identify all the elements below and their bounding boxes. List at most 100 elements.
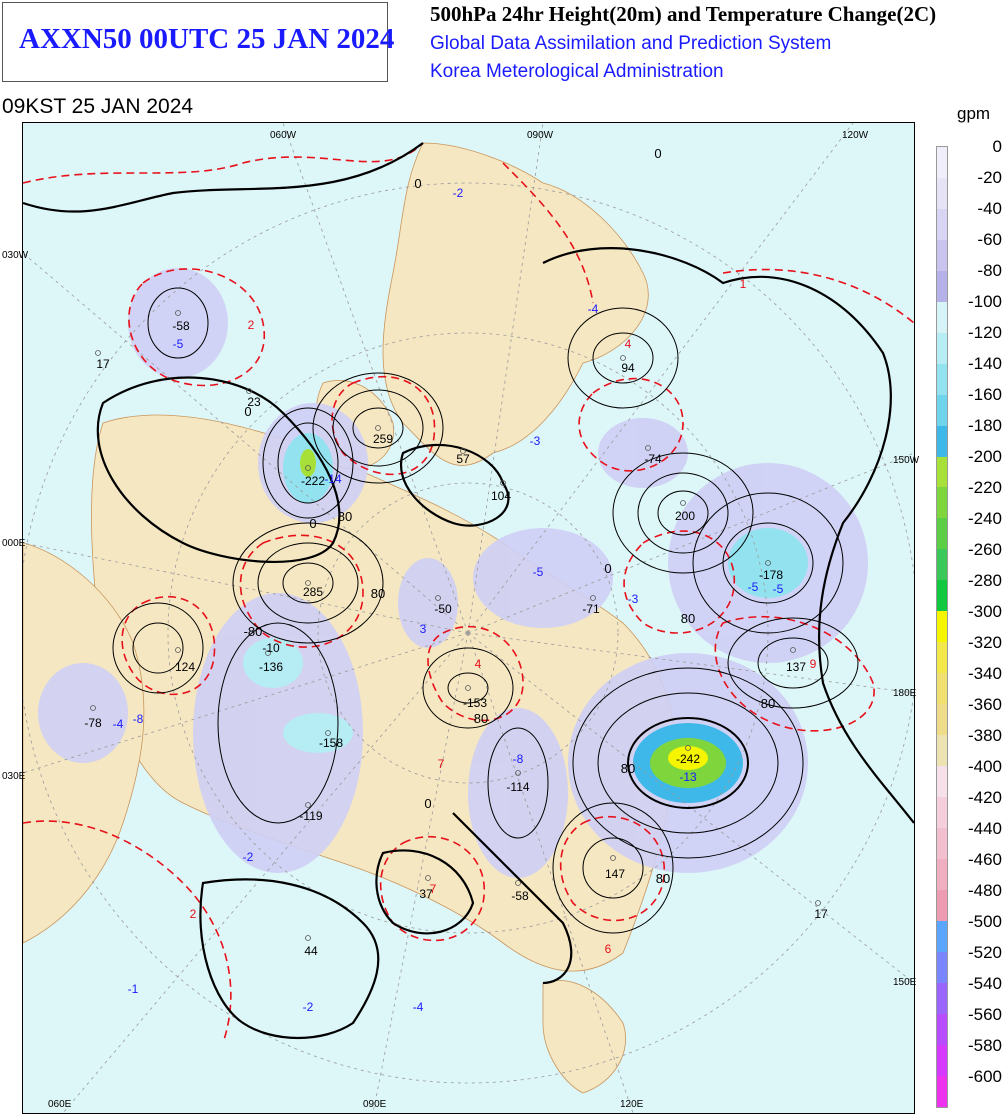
temp-contour-12 [23,820,232,1044]
color-bar-segment [937,363,947,395]
meridian-11 [372,632,469,1113]
height-change-label-1: -58 [172,319,190,333]
fall-area-8 [598,418,688,488]
color-bar-tick-label: -20 [977,168,1002,187]
temp-change-label-27: -5 [773,582,784,596]
height-rise-ring-11 [422,647,514,729]
lon-label-180e: 180E [893,688,917,699]
temp-contour-6 [427,625,524,722]
fall-area-1 [128,268,228,378]
color-bar-tick-label: -440 [967,819,1002,838]
color-bar-segment [937,549,947,581]
height-rise-ring-1 [352,407,404,449]
lon-label-030e: 030E [2,771,26,782]
extrema-marker-3 [246,388,252,394]
height-rise-ring-8 [637,472,729,554]
color-bar-segment [937,766,947,798]
extrema-marker-22 [685,745,691,751]
extrema-marker-9 [645,445,651,451]
color-bar-tick-label: -460 [967,850,1002,869]
height-change-label-9: -74 [644,452,662,466]
contour-value-label-12: 80 [621,761,635,776]
color-bar-tick-label: -380 [967,726,1002,745]
temp-change-label-19: -1 [128,982,139,996]
height-fall-ring-10 [217,622,339,824]
extrema-markers [90,310,821,941]
temp-contour-7 [578,377,684,472]
lon-label-060e: 060E [48,1099,72,1110]
extrema-marker-6 [460,448,466,454]
color-bar-tick-label: -220 [967,478,1002,497]
height-zero-line-7 [452,812,573,985]
height-zero-line-4 [542,247,914,824]
extrema-marker-7 [500,480,506,486]
height-change-label-26: -58 [511,889,529,903]
temp-change-label-18: 2 [190,907,197,921]
color-bar [936,146,948,1108]
height-change-label-28: 17 [814,907,828,921]
temp-change-label-12: -5 [533,565,544,579]
height-fall-ring-8 [147,287,209,359]
height-rise-ring-19 [112,602,204,694]
color-bar-segment [937,1075,947,1107]
extrema-marker-23 [790,647,796,653]
color-bar-segment [937,735,947,767]
meridian-7 [467,632,914,694]
lon-label-000e: 000E [2,538,26,549]
height-change-label-12: 285 [303,585,323,599]
height-rise-ring-10 [447,672,489,704]
contour-value-label-3: 0 [244,404,251,419]
color-bar-tick-label: -260 [967,540,1002,559]
height-change-label-6: 57 [456,452,470,466]
height-change-label-14: -71 [582,602,600,616]
land-southeast-asia [542,980,626,1094]
organization-system: Global Data Assimilation and Prediction … [430,33,832,54]
fall-area-3 [193,593,363,873]
color-bar-segment [937,394,947,426]
temp-change-label-8: -14 [324,472,342,486]
height-change-label-23: 137 [786,660,806,674]
color-bar-segment [937,177,947,209]
color-bar-tick-label: -480 [967,881,1002,900]
color-bar-tick-label: -580 [967,1036,1002,1055]
extrema-marker-10 [680,500,686,506]
height-change-label-3: 23 [247,395,261,409]
extrema-marker-25 [425,875,431,881]
color-bar-segment [937,239,947,271]
height-change-label-7: 104 [491,489,511,503]
meridian-6 [23,542,469,634]
height-change-label-24: 147 [605,867,625,881]
color-bar-segment [937,704,947,736]
height-fall-ring-3 [572,667,804,859]
meridian-8 [23,632,469,774]
lon-label-150w: 150W [893,455,920,466]
temp-contour-10 [379,835,486,942]
extrema-marker-19 [305,802,311,808]
height-rise-ring-12 [582,837,644,899]
height-change-label-22: -242 [676,752,700,766]
color-bar-tick-label: -40 [977,199,1002,218]
color-bar-segment [937,673,947,705]
color-bar-tick-label: -300 [967,602,1002,621]
color-bar-segment [937,827,947,859]
contour-value-label-6: 0 [424,796,431,811]
temp-change-label-2: -5 [173,337,184,351]
height-rise-ring-14 [757,637,829,689]
color-bar-tick-label: -60 [977,230,1002,249]
height-change-contours [23,142,914,1040]
extrema-marker-24 [610,855,616,861]
extrema-marker-5 [305,465,311,471]
color-bar-segment [937,920,947,952]
color-bar-segment [937,301,947,333]
height-change-label-16: -136 [259,660,283,674]
height-fall-ring-9 [487,727,549,839]
meridian-12 [467,632,634,1113]
valid-time: 09KST 25 JAN 2024 [2,95,194,118]
color-bar-tick-label: -100 [967,292,1002,311]
height-change-label-27: 44 [304,944,318,958]
temp-contour-14 [502,162,594,304]
color-bar-segment [937,147,947,178]
height-change-label-15: 124 [175,660,195,674]
strong-fall-core-5 [668,746,708,770]
color-bar-segment [937,270,947,302]
